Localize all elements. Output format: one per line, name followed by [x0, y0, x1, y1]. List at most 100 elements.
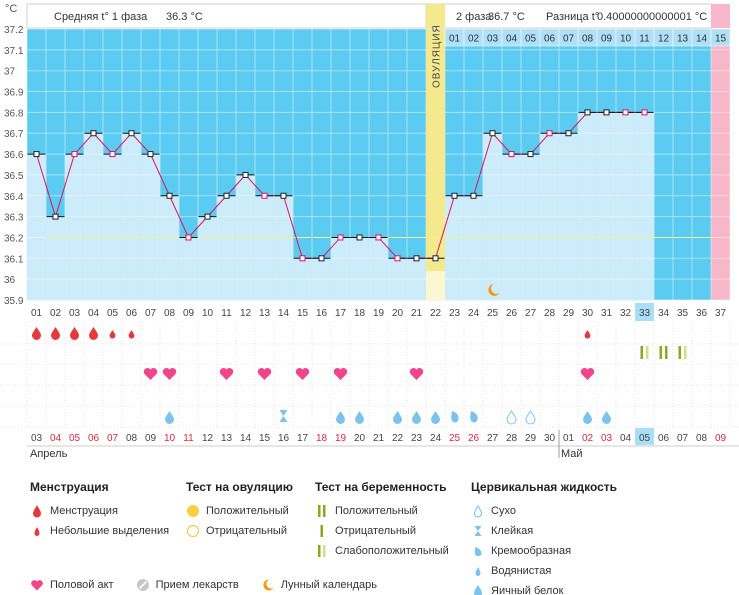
- cycle-day-label: 24: [468, 308, 480, 319]
- header-box-phase1: [26, 3, 427, 29]
- cycle-day-label: 12: [240, 308, 252, 319]
- y-tick-label: 36.6: [4, 150, 24, 161]
- legend-title: Тест на беременность: [315, 480, 447, 494]
- phase2-day-label: 14: [696, 34, 708, 45]
- temperature-point: [565, 130, 572, 137]
- calendar-day-label: 05: [69, 433, 81, 444]
- temperature-bar: [634, 112, 655, 301]
- calendar-day-label: 07: [677, 433, 689, 444]
- cycle-day-label: 25: [487, 308, 499, 319]
- legend-item-medication: Прием лекарств: [136, 578, 239, 592]
- legend-label: Отрицательный: [206, 525, 287, 537]
- y-tick-label: 37.2: [4, 25, 24, 36]
- y-tick-label: 36: [4, 275, 16, 286]
- pink-column: [711, 29, 730, 300]
- legend-label: Водянистая: [491, 565, 552, 577]
- temperature-point: [508, 151, 515, 158]
- calendar-day-label: 08: [126, 433, 138, 444]
- phase2-day-label: 01: [449, 34, 461, 45]
- cycle-day-label: 31: [601, 308, 613, 319]
- legend-title: Тест на овуляцию: [186, 480, 293, 494]
- temperature-point: [52, 213, 59, 220]
- spotting-icon: [128, 330, 135, 339]
- temperature-point: [33, 151, 40, 158]
- legend-label: Прием лекарств: [155, 579, 239, 591]
- calendar-day-label: 12: [202, 433, 214, 444]
- legend-bottom-row: Половой акт Прием лекарств Лунный календ…: [30, 578, 399, 592]
- calendar-day-label: 01: [563, 433, 575, 444]
- month-label: Май: [561, 448, 583, 460]
- cycle-day-label: 23: [449, 308, 461, 319]
- cycle-day-label: 27: [525, 308, 537, 319]
- legend-ovulation-test: Тест на овуляцию Положительный Отрицател…: [186, 480, 293, 541]
- calendar-day-label: 09: [145, 433, 157, 444]
- legend-item-watery: Водянистая: [471, 561, 617, 581]
- phase2-day-label: 07: [563, 34, 575, 45]
- temperature-bar: [140, 153, 161, 301]
- heart-icon: [580, 368, 595, 380]
- cycle-day-label: 09: [183, 308, 195, 319]
- temperature-point: [280, 192, 287, 199]
- temperature-point: [318, 255, 325, 262]
- pregnancy-test-stripe: [640, 346, 643, 359]
- y-tick-label: 36.8: [4, 108, 24, 119]
- legend-item-pregnancy-positive: Положительный: [315, 501, 449, 521]
- legend-item-pregnancy-negative: Отрицательный: [315, 521, 449, 541]
- double-stripe-icon: [318, 505, 326, 517]
- legend-label: Клейкая: [491, 525, 534, 537]
- cycle-day-label: 21: [411, 308, 423, 319]
- egg-white-icon: [355, 411, 364, 424]
- legend-item-creamy: Кремообразная: [471, 541, 617, 561]
- temperature-point: [185, 234, 192, 241]
- heart-icon: [219, 367, 234, 380]
- legend-item-ovulation-negative: Отрицательный: [186, 521, 293, 541]
- y-tick-label: 36.1: [4, 254, 24, 265]
- cycle-day-label: 14: [278, 308, 290, 319]
- heart-icon: [409, 368, 424, 380]
- calendar-day-label: 15: [259, 433, 271, 444]
- calendar-day-label: 25: [449, 433, 461, 444]
- calendar-day-label: 04: [50, 433, 62, 444]
- heart-icon: [143, 368, 158, 380]
- hourglass-icon: [474, 526, 482, 536]
- y-tick-label: 35.9: [4, 296, 24, 307]
- temperature-bar: [615, 112, 636, 301]
- temperature-bar: [501, 153, 522, 301]
- cycle-day-label: 17: [335, 308, 347, 319]
- heart-icon: [162, 368, 177, 380]
- heart-icon: [31, 580, 43, 591]
- faint-stripe-icon: [318, 545, 326, 557]
- temperature-point: [451, 192, 458, 199]
- creamy-icon: [470, 411, 478, 423]
- calendar-day-label: 26: [468, 433, 480, 444]
- egg-white-icon: [431, 411, 440, 424]
- phase2-day-label: 03: [487, 34, 499, 45]
- cycle-day-label: 29: [563, 308, 575, 319]
- temperature-bar: [349, 237, 370, 301]
- ovulation-header: [426, 4, 445, 28]
- legend-item-sticky: Клейкая: [471, 521, 617, 541]
- temperature-point: [584, 109, 591, 116]
- cycle-day-label: 06: [126, 308, 138, 319]
- phase2-day-label: 08: [582, 34, 594, 45]
- y-tick-label: 36.2: [4, 233, 24, 244]
- calendar-day-label: 21: [373, 433, 385, 444]
- pink-column-header: [711, 4, 730, 28]
- calendar-day-label: 30: [544, 433, 556, 444]
- calendar-day-label: 29: [525, 433, 537, 444]
- phase2-day-label: 13: [677, 34, 689, 45]
- legend-item-intercourse: Половой акт: [30, 578, 114, 592]
- temperature-point: [223, 192, 230, 199]
- temperature-point: [375, 234, 382, 241]
- temperature-bar: [178, 237, 199, 301]
- menstruation-icon: [70, 327, 79, 340]
- cycle-day-label: 04: [88, 308, 100, 319]
- heart-icon: [295, 368, 310, 380]
- phase2-day-label: 11: [639, 34, 650, 45]
- egg-white-icon: [336, 411, 345, 424]
- ovulation-label: ОВУЛЯЦИЯ: [432, 24, 443, 88]
- calendar-day-label: 27: [487, 433, 499, 444]
- calendar-day-label: 17: [297, 433, 309, 444]
- creamy-drop-icon: [474, 547, 482, 557]
